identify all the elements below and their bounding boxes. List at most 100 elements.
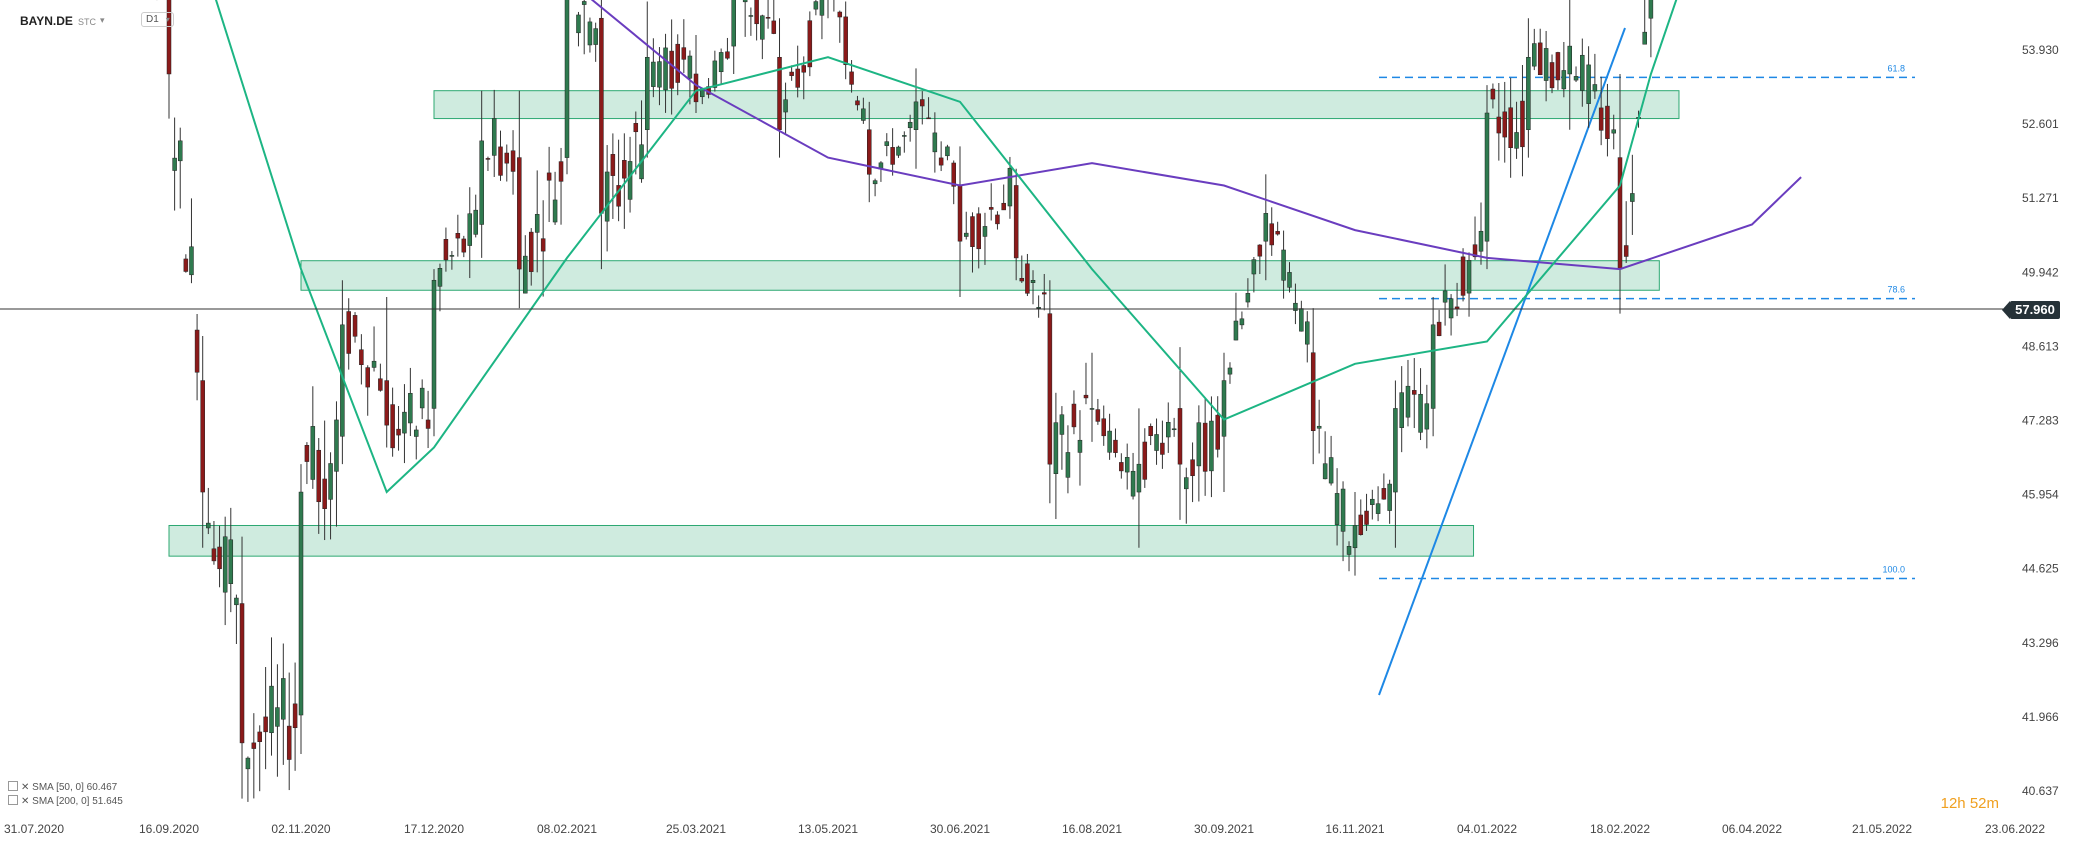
session-timer: 12h 52m xyxy=(1940,795,1999,812)
timeframe-select[interactable]: D1 ▾ xyxy=(141,12,174,27)
candle-body xyxy=(902,135,907,137)
candle-body xyxy=(645,56,650,130)
y-tick-label: 41.966 xyxy=(2022,710,2059,724)
candle-body xyxy=(1496,116,1502,134)
candle-body xyxy=(819,0,825,16)
candle-body xyxy=(622,160,627,179)
candle-body xyxy=(783,99,788,113)
candle-body xyxy=(222,536,228,593)
candle-body xyxy=(281,678,286,720)
candle-body xyxy=(1196,422,1202,467)
candle-body xyxy=(263,716,268,733)
candle-body xyxy=(1257,244,1263,257)
candle-body xyxy=(1215,414,1220,450)
candle-body xyxy=(1586,64,1591,104)
y-tick-label: 48.613 xyxy=(2022,339,2059,353)
candle-body xyxy=(1177,408,1183,465)
candle-body xyxy=(988,207,994,210)
candle-body xyxy=(951,162,956,187)
candle-body xyxy=(754,0,759,25)
settings-icon[interactable] xyxy=(8,795,18,805)
instrument-type-label[interactable]: STC xyxy=(78,17,96,27)
candle-body xyxy=(1083,394,1089,399)
sma-50-line xyxy=(214,0,1678,494)
x-tick-label: 02.11.2020 xyxy=(271,822,330,836)
sma-50-name: SMA [50, 0] xyxy=(32,782,84,793)
candle-body xyxy=(384,380,389,426)
candle-body xyxy=(995,214,1000,225)
candle-body xyxy=(1412,390,1417,395)
candle-body xyxy=(1221,380,1227,437)
candle-body xyxy=(1202,422,1208,472)
candle-body xyxy=(957,185,963,242)
y-tick-label: 45.954 xyxy=(2022,488,2059,502)
candle-body xyxy=(1502,111,1507,138)
sma-50-legend[interactable]: ✕ SMA [50, 0] 60.467 xyxy=(8,781,117,793)
x-tick-label: 23.06.2022 xyxy=(1985,822,2045,836)
candle-body xyxy=(1592,84,1598,92)
candle-body xyxy=(1251,259,1257,275)
chevron-down-icon[interactable]: ▾ xyxy=(100,15,105,25)
candle-body xyxy=(1263,213,1269,242)
candle-body xyxy=(1555,52,1561,81)
candle-body xyxy=(1328,457,1334,484)
candle-body xyxy=(938,157,944,166)
candle-body xyxy=(371,360,377,368)
close-icon[interactable]: ✕ xyxy=(21,796,30,807)
candle-body xyxy=(298,491,304,716)
close-icon[interactable]: ✕ xyxy=(21,782,30,793)
candle-body xyxy=(1310,352,1316,431)
price-axis: 67.22365.89464.56463.23561.90660.57759.2… xyxy=(2022,43,2059,798)
candle-body xyxy=(777,56,782,130)
candle-body xyxy=(1370,498,1375,505)
candle-body xyxy=(651,61,656,87)
candle-body xyxy=(523,255,528,294)
x-tick-label: 04.01.2022 xyxy=(1457,822,1517,836)
candle-body xyxy=(498,146,503,176)
candle-body xyxy=(970,216,975,247)
candle-body xyxy=(1623,245,1629,257)
candle-body xyxy=(890,147,895,165)
candle-body xyxy=(604,171,610,222)
candle-body xyxy=(304,445,310,462)
candle-body xyxy=(1119,462,1124,472)
candle-body xyxy=(1617,157,1623,270)
candle-body xyxy=(795,68,800,88)
symbol-label[interactable]: BAYN.DE xyxy=(20,14,73,28)
candle-body xyxy=(1322,463,1328,480)
trend-line[interactable] xyxy=(1378,27,1626,696)
candle-body xyxy=(390,404,395,449)
candle-body xyxy=(455,233,461,239)
candle-body xyxy=(485,158,491,160)
candle-body xyxy=(1077,439,1083,453)
candle-body xyxy=(425,419,431,429)
sma-200-legend[interactable]: ✕ SMA [200, 0] 51.645 xyxy=(8,795,123,807)
candle-body xyxy=(206,522,211,529)
candle-body xyxy=(473,209,478,235)
candle-body xyxy=(1101,418,1106,437)
candle-body xyxy=(801,65,807,73)
candle-body xyxy=(172,157,177,171)
zone-rect[interactable] xyxy=(300,260,1660,291)
candle-body xyxy=(1030,280,1036,283)
y-tick-label: 47.283 xyxy=(2022,414,2059,428)
candle-body xyxy=(1299,308,1304,332)
x-tick-label: 16.11.2021 xyxy=(1325,822,1384,836)
candle-body xyxy=(1648,0,1654,19)
candle-body xyxy=(1059,414,1065,435)
candle-body xyxy=(1526,56,1531,130)
candle-body xyxy=(414,429,419,437)
settings-icon[interactable] xyxy=(8,781,18,791)
candle-body xyxy=(1001,202,1006,211)
candle-body xyxy=(1381,488,1387,500)
candle-body xyxy=(1393,408,1398,493)
candle-body xyxy=(1042,292,1047,295)
candle-body xyxy=(1275,231,1280,235)
candle-body xyxy=(896,146,901,156)
x-tick-label: 18.02.2022 xyxy=(1590,822,1650,836)
candle-body xyxy=(189,246,194,276)
zone-rect[interactable] xyxy=(168,524,1475,557)
candle-body xyxy=(712,60,718,88)
candle-body xyxy=(1124,457,1130,473)
